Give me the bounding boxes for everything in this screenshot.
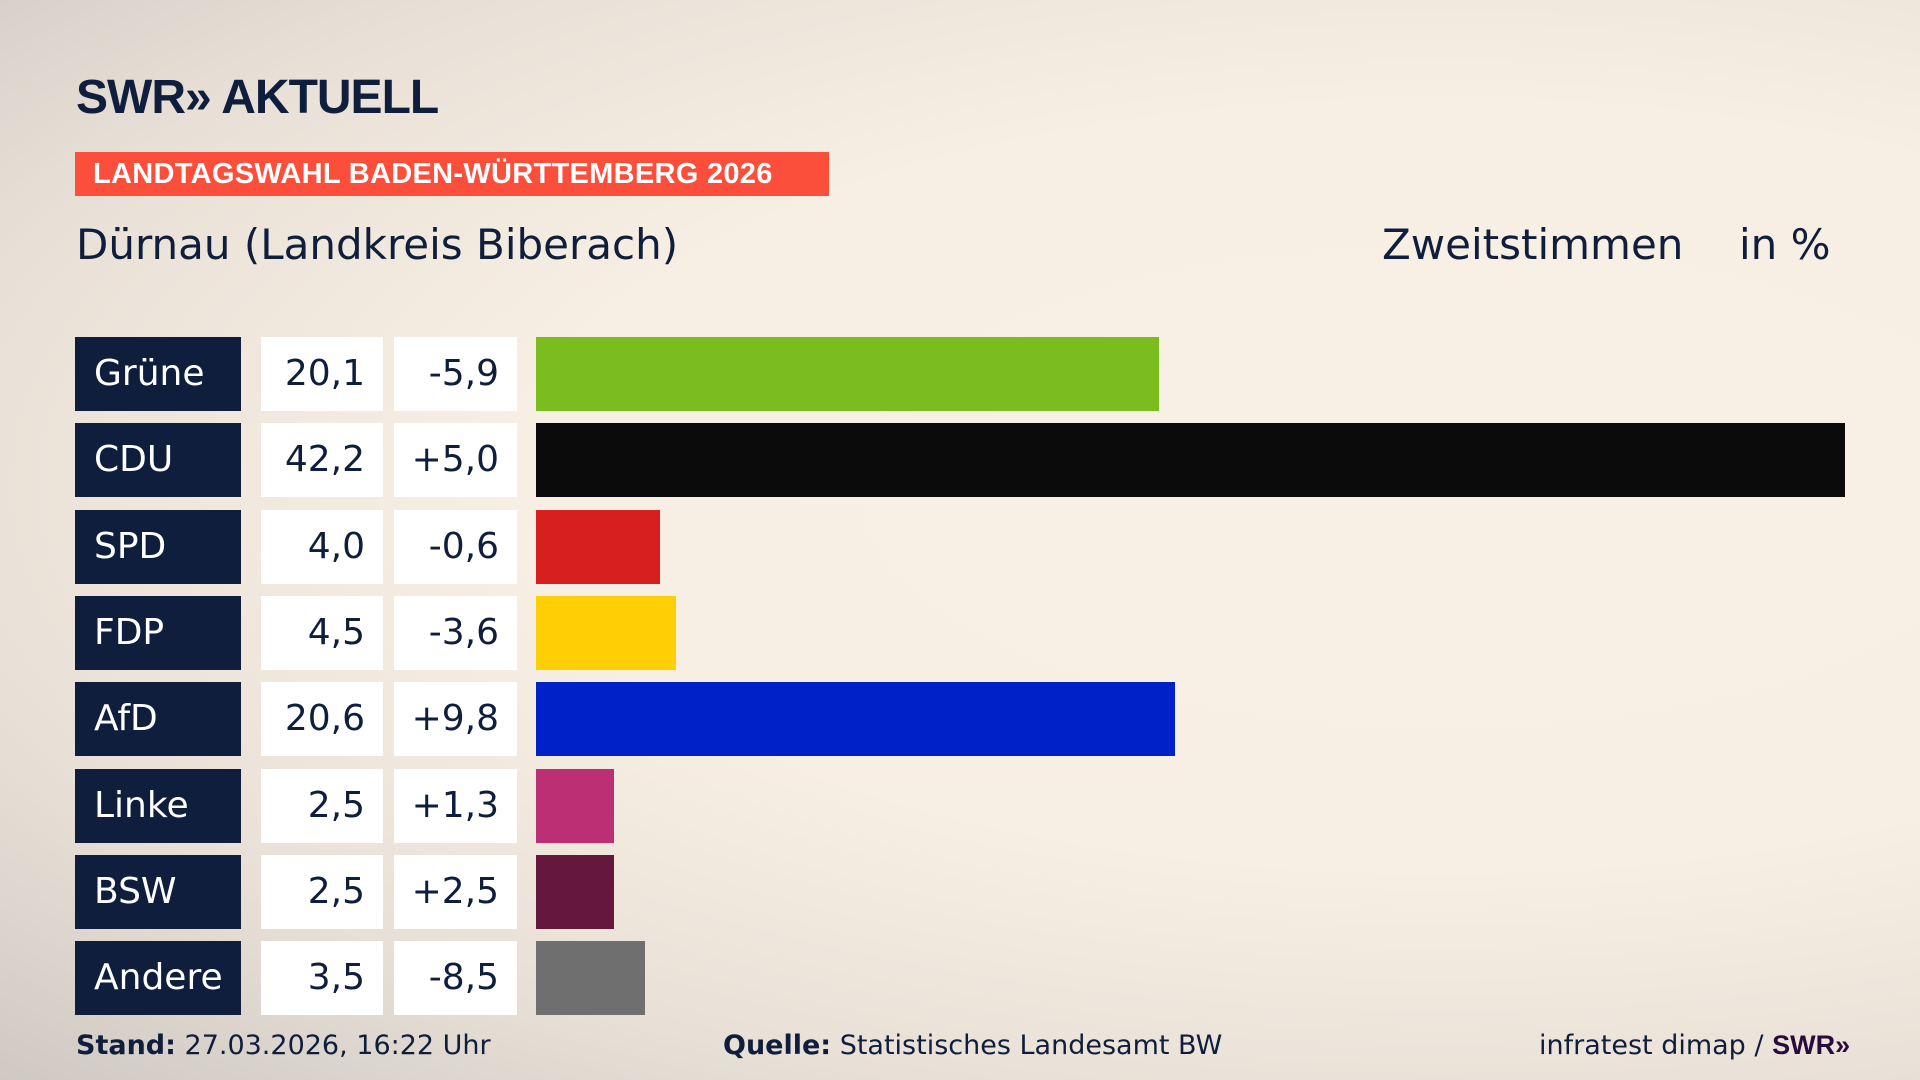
party-row: Grüne 20,1 -5,9 (75, 337, 1875, 411)
bar (536, 941, 645, 1016)
value-label: 20,6 (261, 682, 383, 757)
credit-text: infratest dimap / (1539, 1030, 1764, 1061)
change-label: -5,9 (394, 337, 517, 411)
source-label: Quelle: (723, 1030, 832, 1061)
change-label: +5,0 (394, 423, 517, 498)
swr-logo: SWR» (1772, 1030, 1851, 1060)
value-label: 3,5 (261, 941, 383, 1016)
party-row: SPD 4,0 -0,6 (75, 509, 1875, 584)
party-label: AfD (75, 682, 241, 757)
party-label: Linke (75, 768, 241, 843)
change-label: +9,8 (394, 682, 517, 757)
election-banner: LANDTAGSWAHL BADEN-WÜRTTEMBERG 2026 (75, 152, 829, 196)
credit: infratest dimap / SWR» (1539, 1030, 1850, 1061)
party-label: SPD (75, 509, 241, 584)
stand-label: Stand: (76, 1030, 176, 1061)
party-row: CDU 42,2 +5,0 (75, 423, 1875, 498)
change-label: -8,5 (394, 941, 517, 1016)
party-label: FDP (75, 595, 241, 670)
value-label: 42,2 (261, 423, 383, 498)
stand-value: 27.03.2026, 16:22 Uhr (184, 1030, 491, 1061)
change-label: +2,5 (394, 854, 517, 929)
party-row: Andere 3,5 -8,5 (75, 941, 1875, 1016)
bar (536, 509, 661, 584)
party-row: BSW 2,5 +2,5 (75, 854, 1875, 929)
vote-type-label: Zweitstimmen (1382, 220, 1684, 269)
party-row: AfD 20,6 +9,8 (75, 682, 1875, 757)
timestamp: Stand: 27.03.2026, 16:22 Uhr (76, 1030, 491, 1061)
region-title: Dürnau (Landkreis Biberach) (76, 220, 679, 269)
party-row: Linke 2,5 +1,3 (75, 768, 1875, 843)
bar (536, 595, 676, 670)
bar (536, 768, 614, 843)
value-label: 20,1 (261, 337, 383, 411)
party-label: Andere (75, 941, 241, 1016)
bar (536, 337, 1160, 411)
party-row: FDP 4,5 -3,6 (75, 595, 1875, 670)
bar (536, 423, 1845, 498)
party-label: Grüne (75, 337, 241, 411)
party-label: CDU (75, 423, 241, 498)
bar (536, 854, 614, 929)
party-label: BSW (75, 854, 241, 929)
swr-aktuell-logo: SWR» AKTUELL (76, 71, 439, 124)
value-label: 2,5 (261, 768, 383, 843)
bar (536, 682, 1175, 757)
change-label: -3,6 (394, 595, 517, 670)
unit-label: in % (1739, 220, 1831, 269)
source: Quelle: Statistisches Landesamt BW (723, 1030, 1222, 1061)
value-label: 2,5 (261, 854, 383, 929)
change-label: -0,6 (394, 509, 517, 584)
source-value: Statistisches Landesamt BW (839, 1030, 1223, 1061)
value-label: 4,5 (261, 595, 383, 670)
change-label: +1,3 (394, 768, 517, 843)
value-label: 4,0 (261, 509, 383, 584)
